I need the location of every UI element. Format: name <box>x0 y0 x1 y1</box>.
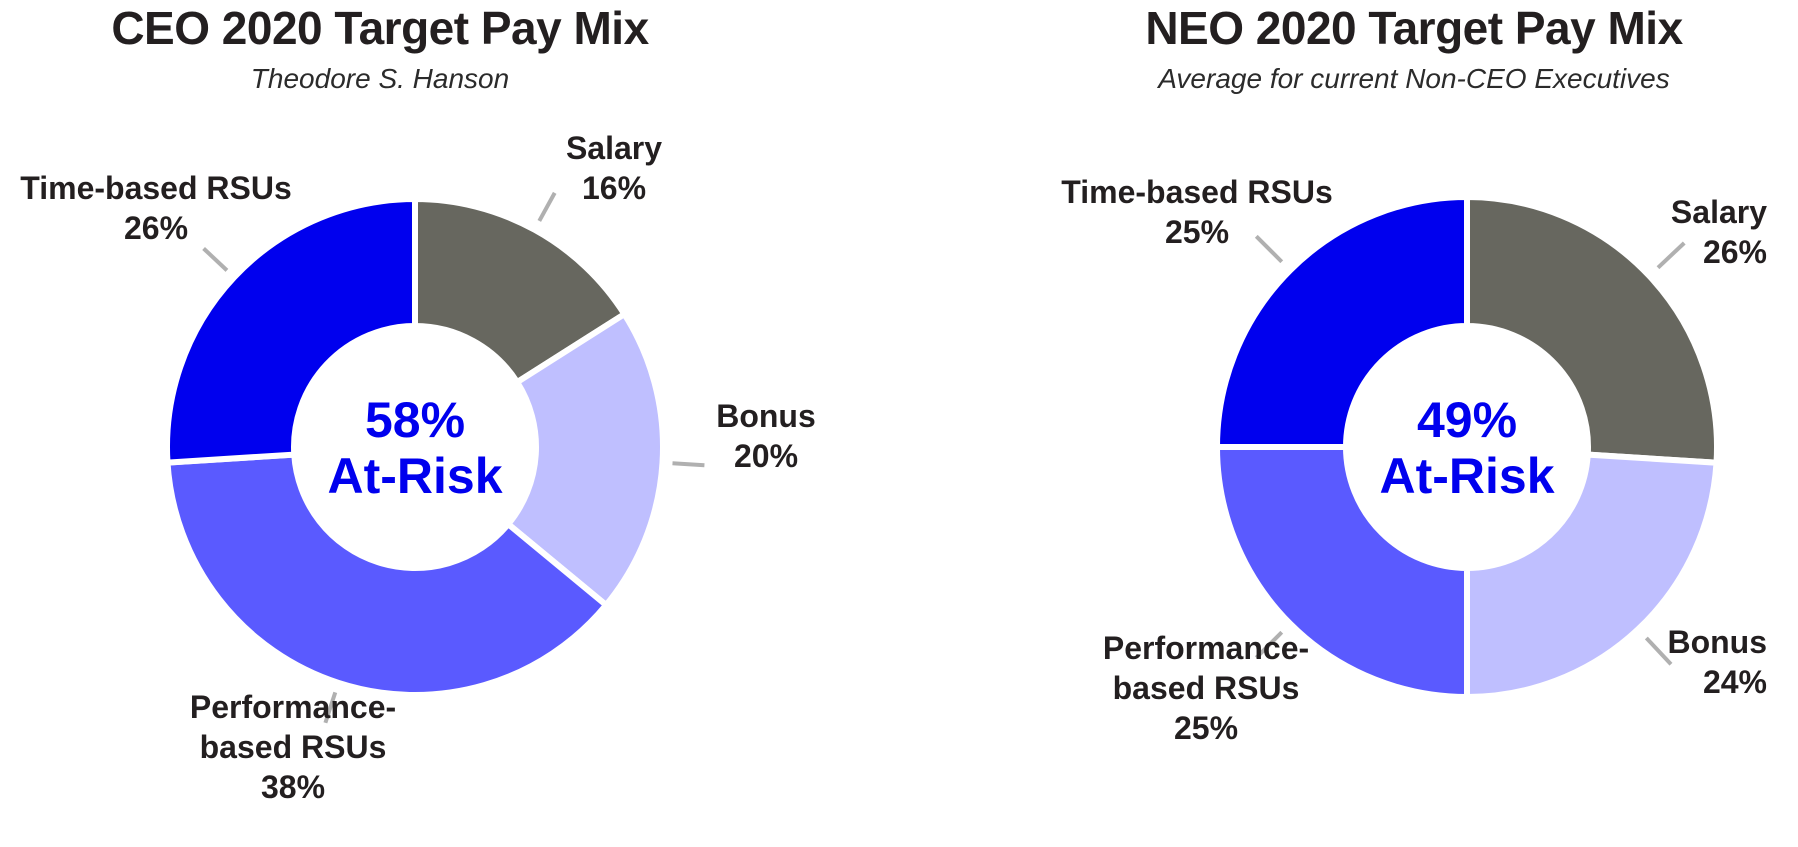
donut-slice-performance-based-rsus <box>164 451 611 698</box>
slice-label-performance-based-rsus: Performance-based RSUs 25% <box>1103 630 1309 746</box>
ceo-pay-mix-panel: CEO 2020 Target Pay Mix Theodore S. Hans… <box>0 0 816 847</box>
slice-label-time-based-rsus: Time-based RSUs 25% <box>1061 174 1333 250</box>
center-at-risk-value: 58% <box>365 392 465 448</box>
leader-line-bonus <box>1644 636 1673 666</box>
slice-label-bonus: Bonus 20% <box>716 398 816 474</box>
slice-label-time-based-rsus: Time-based RSUs 26% <box>20 170 292 246</box>
chart-subtitle: Theodore S. Hanson <box>250 63 510 94</box>
leader-line-bonus <box>672 461 705 468</box>
neo-pay-mix-panel: NEO 2020 Target Pay Mix Average for curr… <box>1030 0 1798 847</box>
donut-slice-bonus <box>504 309 666 610</box>
slice-label-salary: Salary 16% <box>566 130 662 206</box>
chart-title: NEO 2020 Target Pay Mix <box>1145 2 1683 54</box>
center-at-risk-label: At-Risk <box>1379 448 1554 504</box>
slice-label-performance-based-rsus: Performance-based RSUs 38% <box>190 689 396 805</box>
donut-slice-performance-based-rsus <box>1213 444 1470 701</box>
donut-slice-salary <box>1464 193 1720 466</box>
chart-title: CEO 2020 Target Pay Mix <box>111 2 649 54</box>
ceo-donut-chart: Salary 16% Bonus 20% Performance-based RSUs 3… <box>20 130 816 805</box>
leader-line-salary <box>1656 241 1686 270</box>
leader-line-time-based-rsus <box>1254 234 1284 264</box>
leader-line-time-based-rsus <box>202 247 229 272</box>
leader-line-performance-based-rsus <box>323 691 338 724</box>
donut-slice-bonus <box>1464 451 1720 701</box>
donut-slice-salary <box>412 195 629 387</box>
center-at-risk-value: 49% <box>1417 392 1517 448</box>
slice-label-salary: Salary 26% <box>1671 194 1767 270</box>
center-at-risk-label: At-Risk <box>327 448 502 504</box>
donut-slice-time-based-rsus <box>164 195 418 466</box>
neo-donut-chart: Salary 26% Bonus 24% Performance-based RSUs 2… <box>1061 174 1767 746</box>
leader-line-performance-based-rsus <box>1254 630 1284 660</box>
chart-subtitle: Average for current Non-CEO Executives <box>1158 63 1670 94</box>
leader-line-salary <box>537 191 557 222</box>
slice-label-bonus: Bonus 24% <box>1667 624 1767 700</box>
donut-slice-time-based-rsus <box>1213 193 1470 450</box>
